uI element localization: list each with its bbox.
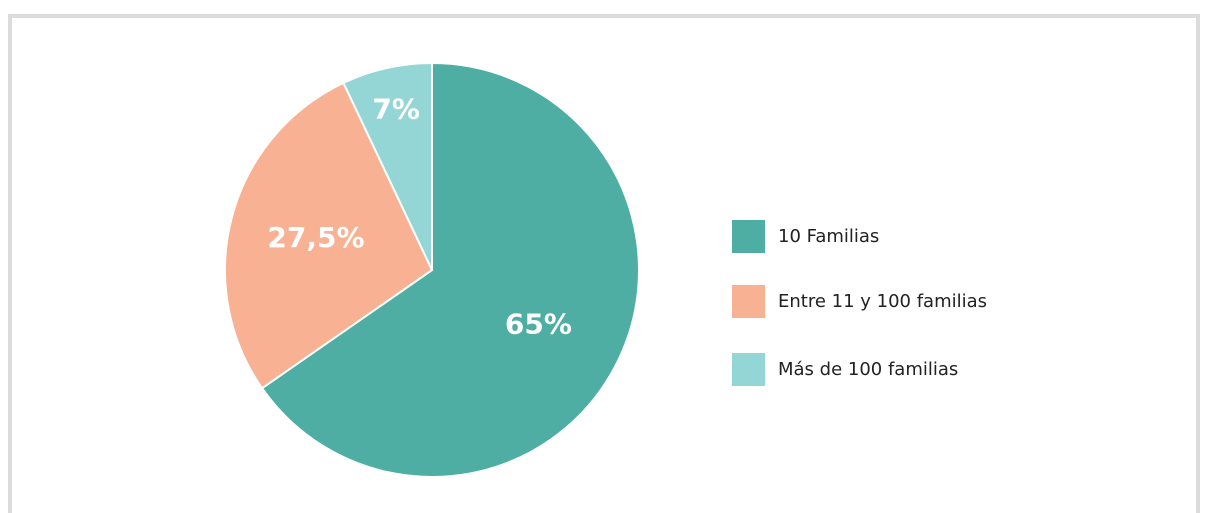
legend-label: Más de 100 familias: [778, 359, 958, 380]
legend-swatch: [732, 285, 765, 318]
legend-swatch: [732, 220, 765, 253]
legend-label: 10 Familias: [778, 226, 879, 247]
legend-swatch: [732, 353, 765, 386]
frame: [8, 14, 1200, 513]
pie-slice: [224, 81, 434, 390]
data-label: 65%: [505, 308, 572, 341]
legend-label: Entre 11 y 100 familias: [778, 291, 987, 312]
data-label: 27,5%: [267, 221, 364, 254]
pie-slice: [260, 61, 640, 478]
data-label: 7%: [372, 92, 420, 125]
pie-slice: [342, 61, 433, 271]
